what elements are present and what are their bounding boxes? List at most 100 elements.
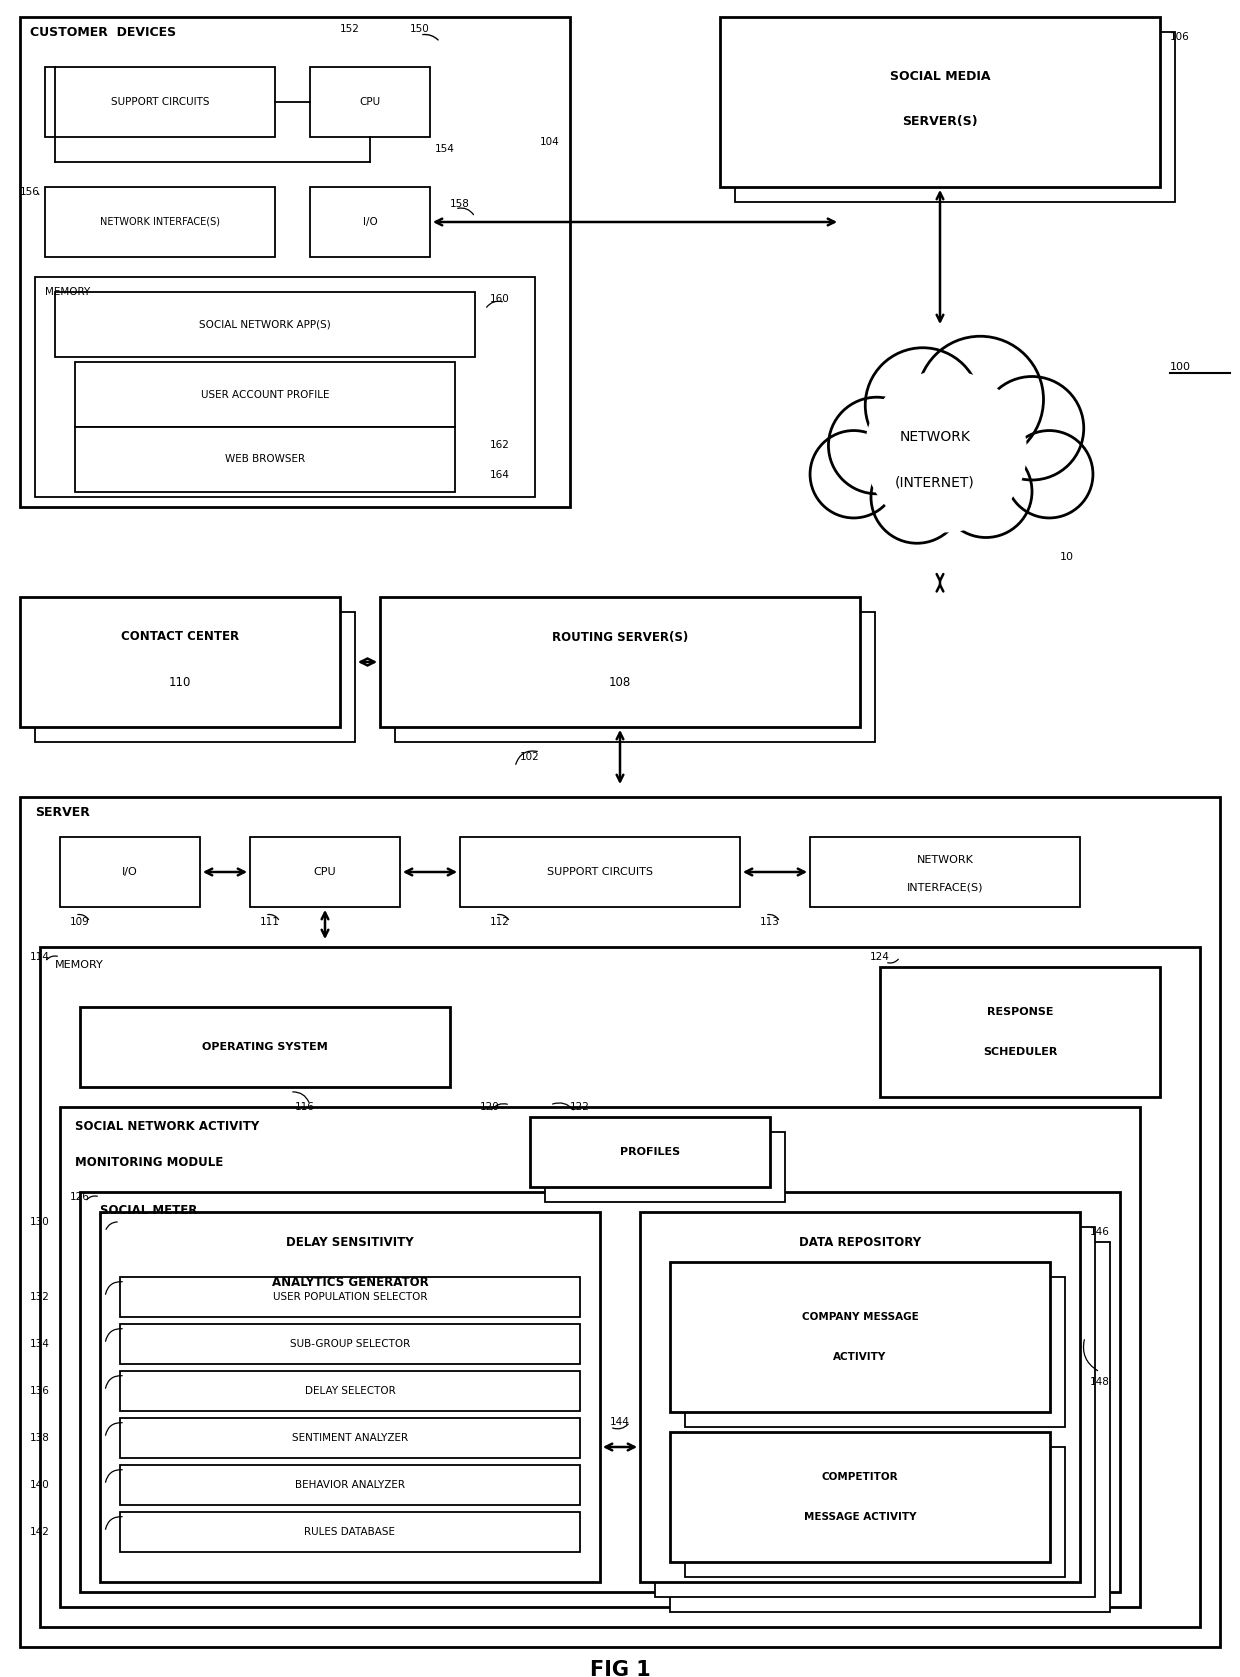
- Bar: [74, 428, 455, 491]
- Text: SENTIMENT ANALYZER: SENTIMENT ANALYZER: [291, 1434, 408, 1442]
- Text: SUPPORT CIRCUITS: SUPPORT CIRCUITS: [547, 867, 653, 877]
- Text: 104: 104: [539, 138, 559, 148]
- Bar: [120, 1372, 580, 1410]
- Text: WEB BROWSER: WEB BROWSER: [224, 454, 305, 465]
- Bar: [720, 17, 1159, 188]
- Bar: [120, 1276, 580, 1316]
- Text: 142: 142: [30, 1528, 50, 1538]
- Text: 122: 122: [570, 1102, 590, 1112]
- Bar: [529, 1117, 770, 1187]
- Bar: [45, 67, 275, 138]
- Text: 146: 146: [1090, 1228, 1110, 1238]
- Text: NETWORK INTERFACE(S): NETWORK INTERFACE(S): [100, 216, 219, 226]
- Circle shape: [981, 377, 1084, 480]
- Text: ANALYTICS GENERATOR: ANALYTICS GENERATOR: [272, 1276, 428, 1288]
- Bar: [310, 67, 430, 138]
- Text: 138: 138: [30, 1434, 50, 1442]
- Circle shape: [1006, 431, 1092, 518]
- Text: CPU: CPU: [360, 97, 381, 107]
- Bar: [20, 597, 340, 728]
- Text: 144: 144: [610, 1417, 630, 1427]
- Bar: [60, 837, 200, 907]
- Text: 156: 156: [20, 188, 40, 196]
- Text: SUPPORT CIRCUITS: SUPPORT CIRCUITS: [110, 97, 210, 107]
- Bar: [670, 1263, 1050, 1412]
- Text: SUB-GROUP SELECTOR: SUB-GROUP SELECTOR: [290, 1338, 410, 1348]
- Bar: [35, 277, 534, 496]
- Bar: [40, 948, 1200, 1627]
- Text: 140: 140: [30, 1481, 50, 1489]
- Bar: [684, 1276, 1065, 1427]
- Text: 152: 152: [340, 23, 360, 34]
- Bar: [310, 188, 430, 257]
- Bar: [735, 32, 1176, 201]
- Bar: [45, 188, 275, 257]
- Text: 164: 164: [490, 470, 510, 480]
- Text: 160: 160: [490, 295, 510, 305]
- Bar: [120, 1513, 580, 1551]
- Text: RULES DATABASE: RULES DATABASE: [305, 1528, 396, 1538]
- Text: 148: 148: [1090, 1377, 1110, 1387]
- Bar: [810, 837, 1080, 907]
- Text: 124: 124: [870, 953, 890, 963]
- Text: 111: 111: [260, 917, 280, 927]
- Text: MEMORY: MEMORY: [55, 959, 104, 969]
- Text: SOCIAL MEDIA: SOCIAL MEDIA: [890, 70, 991, 84]
- Bar: [74, 362, 455, 428]
- Text: 130: 130: [30, 1218, 50, 1228]
- Bar: [655, 1228, 1095, 1597]
- Text: DELAY SELECTOR: DELAY SELECTOR: [305, 1385, 396, 1395]
- Text: NETWORK: NETWORK: [916, 855, 973, 865]
- Text: COMPETITOR: COMPETITOR: [822, 1472, 898, 1482]
- Text: 109: 109: [69, 917, 89, 927]
- Bar: [20, 17, 570, 506]
- Bar: [120, 1466, 580, 1504]
- Text: SERVER(S): SERVER(S): [903, 116, 978, 129]
- Bar: [880, 968, 1159, 1097]
- Text: MEMORY: MEMORY: [45, 287, 91, 297]
- Text: 120: 120: [480, 1102, 500, 1112]
- Text: SERVER: SERVER: [35, 805, 89, 818]
- Bar: [460, 837, 740, 907]
- Text: 158: 158: [450, 200, 470, 210]
- Bar: [670, 1243, 1110, 1612]
- Bar: [546, 1132, 785, 1202]
- Circle shape: [870, 371, 1021, 520]
- Bar: [20, 797, 1220, 1647]
- Text: SCHEDULER: SCHEDULER: [983, 1046, 1058, 1057]
- Text: CPU: CPU: [314, 867, 336, 877]
- Bar: [670, 1432, 1050, 1561]
- Text: I/O: I/O: [362, 216, 377, 226]
- Text: I/O: I/O: [122, 867, 138, 877]
- Text: SOCIAL NETWORK ACTIVITY: SOCIAL NETWORK ACTIVITY: [74, 1120, 259, 1134]
- Bar: [55, 292, 475, 357]
- Text: 106: 106: [1171, 32, 1189, 42]
- Bar: [684, 1447, 1065, 1576]
- Text: 132: 132: [30, 1291, 50, 1301]
- Text: 102: 102: [520, 751, 539, 761]
- Text: SOCIAL NETWORK APP(S): SOCIAL NETWORK APP(S): [200, 320, 331, 329]
- Text: DATA REPOSITORY: DATA REPOSITORY: [799, 1236, 921, 1248]
- Bar: [35, 612, 355, 741]
- Bar: [120, 1419, 580, 1457]
- Text: MONITORING MODULE: MONITORING MODULE: [74, 1155, 223, 1169]
- Bar: [250, 837, 401, 907]
- Text: DELAY SENSITIVITY: DELAY SENSITIVITY: [286, 1236, 414, 1248]
- Text: FIG 1: FIG 1: [590, 1660, 650, 1677]
- Circle shape: [866, 347, 981, 463]
- Circle shape: [940, 446, 1032, 538]
- Text: USER POPULATION SELECTOR: USER POPULATION SELECTOR: [273, 1291, 428, 1301]
- Text: CONTACT CENTER: CONTACT CENTER: [122, 631, 239, 644]
- Text: COMPANY MESSAGE: COMPANY MESSAGE: [801, 1311, 919, 1321]
- Text: MESSAGE ACTIVITY: MESSAGE ACTIVITY: [804, 1513, 916, 1523]
- Text: 134: 134: [30, 1338, 50, 1348]
- Text: CUSTOMER  DEVICES: CUSTOMER DEVICES: [30, 25, 176, 39]
- Text: 116: 116: [295, 1102, 315, 1112]
- Circle shape: [918, 337, 1044, 463]
- Text: 150: 150: [410, 23, 430, 34]
- Bar: [81, 1192, 1120, 1591]
- Text: 100: 100: [1171, 362, 1190, 372]
- Text: 110: 110: [169, 676, 191, 689]
- Text: NETWORK: NETWORK: [899, 429, 971, 444]
- Bar: [640, 1212, 1080, 1581]
